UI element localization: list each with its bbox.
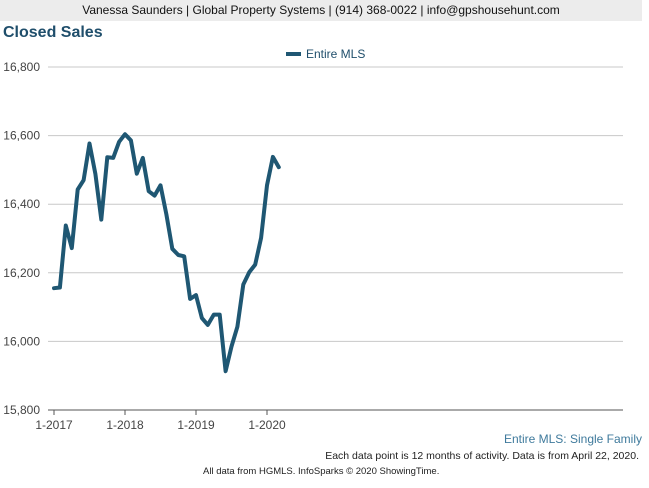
x-tick-label: 1-2018 xyxy=(106,418,144,432)
agent-header: Vanessa Saunders | Global Property Syste… xyxy=(0,0,642,21)
y-tick-label: 15,800 xyxy=(3,403,40,417)
x-tick-label: 1-2020 xyxy=(248,418,286,432)
y-tick-label: 16,200 xyxy=(3,266,40,280)
x-tick-label: 1-2019 xyxy=(177,418,215,432)
x-tick-label: 1-2017 xyxy=(35,418,73,432)
legend-label[interactable]: Entire MLS xyxy=(306,47,365,61)
series-caption: Entire MLS: Single Family xyxy=(503,432,642,446)
y-tick-label: 16,600 xyxy=(3,129,40,143)
data-point-note: Each data point is 12 months of activity… xyxy=(325,450,639,462)
y-tick-label: 16,400 xyxy=(3,197,40,211)
y-tick-label: 16,800 xyxy=(3,60,40,74)
y-tick-label: 16,000 xyxy=(3,334,40,348)
source-footer: All data from HGMLS. InfoSparks © 2020 S… xyxy=(203,466,440,477)
series-line-entire-mls xyxy=(52,132,281,374)
chart-title: Closed Sales xyxy=(3,24,103,41)
